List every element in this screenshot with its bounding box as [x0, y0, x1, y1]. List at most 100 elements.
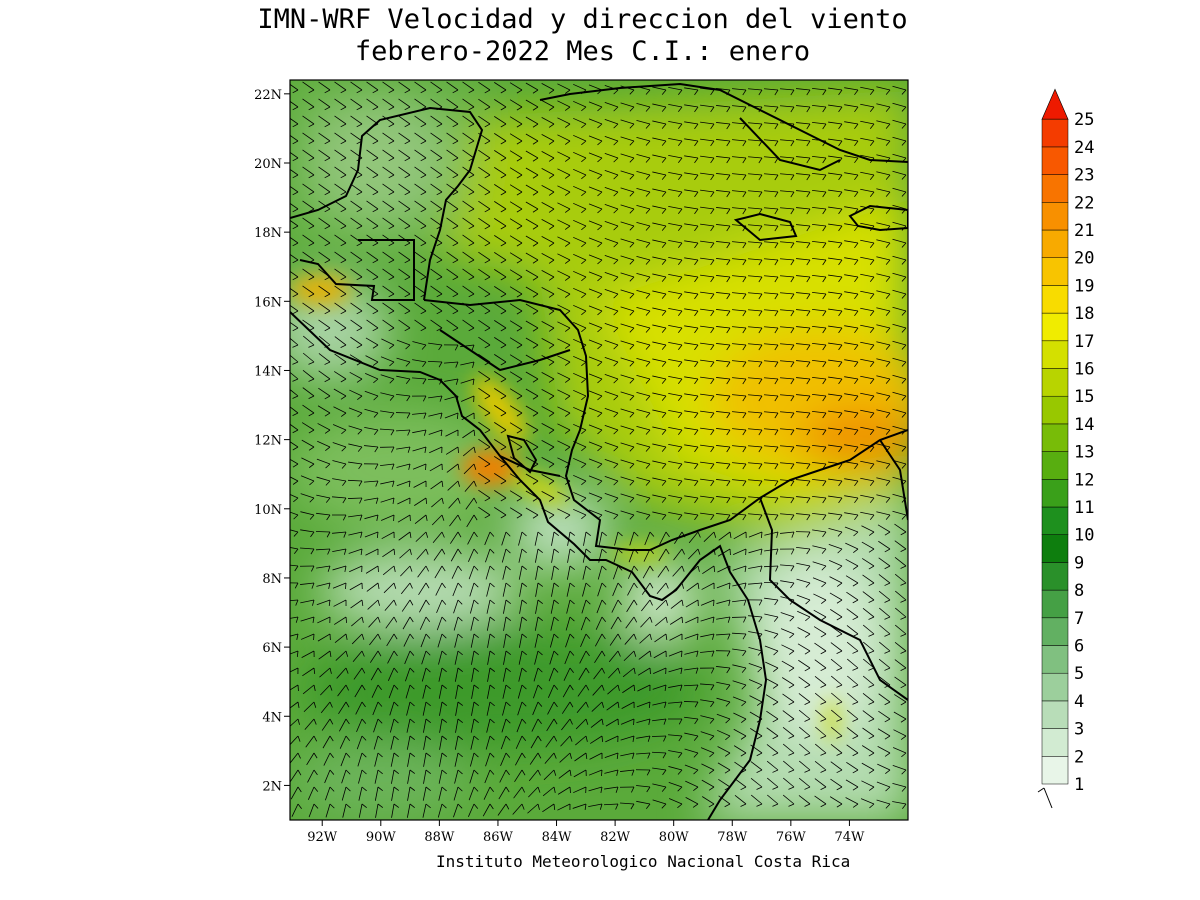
wind-barb-flag: [772, 752, 779, 756]
wind-barb-flag: [901, 395, 907, 401]
colorbar-label: 20: [1074, 249, 1094, 269]
wind-barbs: [290, 81, 907, 818]
wind-barb-shaft: [534, 531, 539, 546]
wind-barb-shaft: [684, 393, 699, 397]
wind-barb-shaft: [351, 616, 363, 627]
wind-barb-flag: [292, 463, 299, 468]
wind-barb-shaft: [653, 667, 667, 675]
wind-barb-flag: [742, 633, 747, 640]
wind-barb-flag: [806, 225, 811, 232]
wind-barb-shaft: [300, 529, 315, 533]
lon-tick-label: 84W: [542, 830, 573, 845]
wind-barb-flag: [436, 123, 443, 128]
wind-barb-shaft: [557, 185, 571, 193]
wind-barb-flag: [694, 157, 699, 164]
wind-barb-flag: [901, 293, 907, 299]
wind-barb-flag: [440, 412, 443, 419]
wind-barb-shaft: [334, 81, 347, 91]
wind-barb-flag: [308, 157, 315, 162]
wind-barb-flag: [790, 344, 795, 351]
wind-barb-flag: [790, 106, 795, 113]
wind-barb-shaft: [382, 166, 395, 176]
wind-barb-flag: [742, 378, 747, 385]
wind-barb-flag: [868, 633, 875, 637]
wind-barb-shaft: [812, 291, 827, 295]
wind-barb-flag: [436, 208, 443, 213]
wind-barb-shaft: [302, 268, 315, 278]
wind-barb-flag: [838, 140, 843, 147]
wind-barb-flag: [869, 378, 875, 384]
wind-barb-flag: [359, 514, 363, 521]
wind-barb-flag: [372, 310, 379, 315]
wind-barb-shaft: [350, 115, 363, 125]
wind-barb-shaft: [509, 82, 523, 91]
wind-barb-flag: [581, 208, 587, 214]
wind-barb-shaft: [860, 426, 875, 431]
wind-barb-flag: [328, 582, 331, 589]
wind-barb-flag: [693, 735, 699, 741]
wind-barb-flag: [468, 259, 475, 264]
wind-barb-shaft: [502, 582, 507, 597]
wind-barb-flag: [822, 89, 827, 96]
wind-barb-flag: [505, 616, 512, 621]
wind-barb-shaft: [604, 424, 619, 431]
wind-barb-shaft: [438, 786, 443, 801]
wind-barb-shaft: [588, 169, 603, 176]
wind-barb-shaft: [462, 446, 475, 457]
wind-barb-flag: [693, 769, 699, 775]
wind-barb-shaft: [348, 548, 363, 554]
wind-barb-shaft: [844, 291, 859, 295]
wind-barb-shaft: [764, 156, 779, 159]
wind-barb-shaft: [509, 184, 523, 193]
wind-barb-shaft: [604, 305, 619, 312]
wind-barb-shaft: [604, 356, 619, 363]
wind-barb-flag: [516, 497, 523, 502]
wind-barb-flag: [681, 548, 685, 555]
wind-barb-shaft: [636, 460, 651, 465]
wind-barb-flag: [761, 531, 763, 539]
wind-barb-flag: [836, 701, 843, 705]
wind-barb-flag: [581, 106, 587, 112]
wind-barb-flag: [805, 599, 811, 605]
wind-barb-flag: [600, 786, 603, 793]
wind-barb-shaft: [748, 292, 763, 295]
wind-barb-shaft: [878, 540, 891, 550]
wind-barb-flag: [617, 684, 620, 691]
wind-barb-shaft: [557, 508, 571, 516]
wind-barb-flag: [742, 89, 747, 96]
wind-barb-shaft: [894, 676, 907, 686]
wind-barb-shaft: [750, 777, 763, 788]
wind-barb-flag: [773, 616, 779, 622]
wind-barb-shaft: [894, 557, 907, 567]
wind-barb-shaft: [716, 88, 731, 91]
wind-barb-flag: [468, 106, 475, 111]
wind-barb-flag: [489, 752, 495, 758]
wind-barb-flag: [885, 429, 891, 435]
wind-barb-flag: [468, 208, 475, 213]
wind-barb-flag: [500, 276, 507, 281]
wind-barb-shaft: [534, 633, 539, 648]
wind-barb-flag: [790, 89, 795, 96]
wind-barb-shaft: [640, 616, 651, 628]
wind-barb-shaft: [503, 616, 507, 631]
wind-barb-shaft: [352, 650, 363, 663]
wind-barb-shaft: [812, 87, 827, 91]
wind-barb-shaft: [846, 608, 859, 618]
wind-barb-shaft: [783, 760, 795, 771]
wind-barb-shaft: [382, 319, 395, 329]
wind-barb-flag: [853, 531, 859, 537]
wind-barb-flag: [742, 276, 747, 283]
wind-barb-flag: [661, 361, 667, 367]
wind-barb-shaft: [334, 371, 347, 380]
wind-barb-flag: [310, 531, 315, 538]
wind-barb-shaft: [385, 616, 395, 629]
wind-barb-shaft: [322, 735, 331, 749]
wind-barb-shaft: [766, 744, 779, 754]
wind-barb-shaft: [812, 342, 827, 346]
wind-barb-shaft: [318, 132, 331, 142]
wind-barb-flag: [804, 786, 811, 790]
wind-barb-flag: [884, 616, 891, 620]
lon-tick-label: 90W: [366, 830, 397, 845]
wind-barb-shaft: [798, 659, 811, 669]
wind-barb-flag: [484, 344, 491, 349]
